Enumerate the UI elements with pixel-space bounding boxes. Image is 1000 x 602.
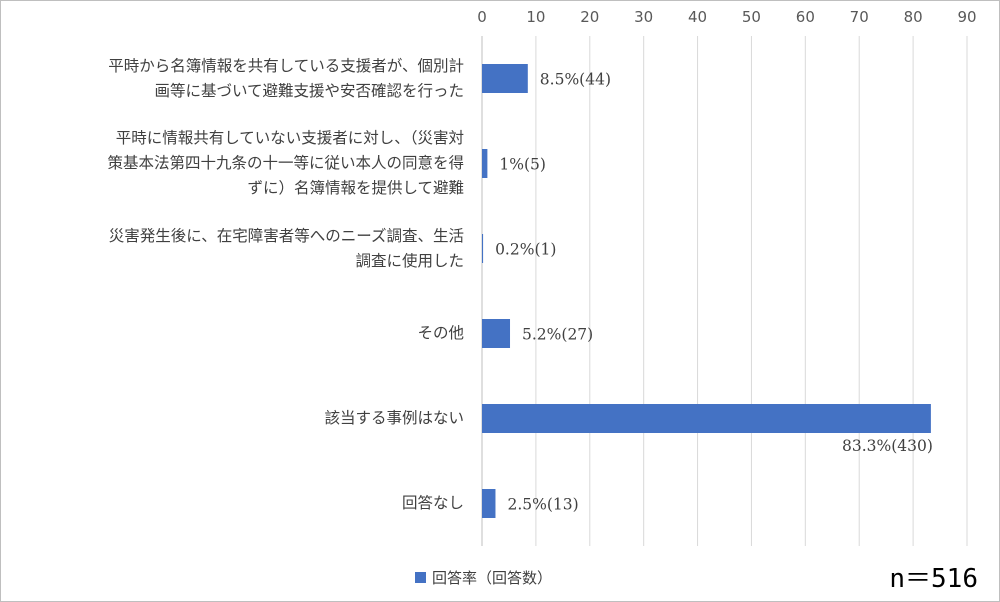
category-label-line: 調査に使用した	[355, 251, 464, 270]
category-label-line: 平時に情報共有していない支援者に対し、（災害対	[115, 129, 464, 147]
x-tick-label: 80	[904, 8, 923, 26]
category-label: 該当する事例はない	[4, 406, 464, 431]
x-tick-label: 40	[688, 8, 707, 26]
x-tick-label: 50	[742, 8, 761, 26]
category-label-line: 画等に基づいて避難支援や安否確認を行った	[154, 81, 464, 100]
bar	[482, 234, 484, 263]
category-label: 平時から名簿情報を共有している支援者が、個別計画等に基づいて避難支援や安否確認を…	[4, 54, 464, 104]
bar	[482, 404, 931, 433]
data-label: 2.5%(13)	[507, 496, 578, 514]
category-label: 回答なし	[4, 491, 464, 516]
x-tick-label: 10	[526, 8, 545, 26]
sample-size-label: n＝516	[889, 564, 978, 594]
x-tick-label: 0	[477, 8, 487, 26]
bar	[482, 489, 496, 518]
category-label-line: 平時から名簿情報を共有している支援者が、個別計	[108, 56, 464, 75]
category-label-line: 策基本法第四十九条の十一等に従い本人の同意を得	[107, 154, 464, 172]
data-label: 83.3%(430)	[842, 437, 933, 455]
category-label-line: ずに）名簿情報を提供して避難	[247, 179, 464, 197]
data-label: 1%(5)	[499, 156, 546, 174]
legend-label: 回答率（回答数）	[432, 569, 553, 587]
x-tick-label: 70	[850, 8, 869, 26]
x-tick-label: 20	[580, 8, 599, 26]
category-label-line: その他	[417, 324, 464, 342]
bar	[482, 64, 528, 93]
category-label-line: 該当する事例はない	[324, 409, 464, 427]
legend-swatch	[415, 572, 426, 583]
x-tick-label: 60	[796, 8, 815, 26]
data-label: 8.5%(44)	[540, 71, 611, 89]
category-label-line: 回答なし	[401, 494, 464, 512]
data-label: 5.2%(27)	[522, 326, 593, 344]
x-tick-label: 90	[957, 8, 976, 26]
bar	[482, 319, 511, 348]
category-label: 災害発生後に、在宅障害者等へのニーズ調査、生活調査に使用した	[4, 224, 464, 274]
data-label: 0.2%(1)	[495, 241, 556, 259]
category-label-line: 災害発生後に、在宅障害者等へのニーズ調査、生活	[108, 226, 464, 245]
category-label: その他	[4, 321, 464, 346]
bar	[482, 149, 488, 178]
category-label: 平時に情報共有していない支援者に対し、（災害対策基本法第四十九条の十一等に従い本…	[4, 126, 464, 201]
x-tick-label: 30	[634, 8, 653, 26]
legend: 回答率（回答数）	[415, 567, 552, 588]
